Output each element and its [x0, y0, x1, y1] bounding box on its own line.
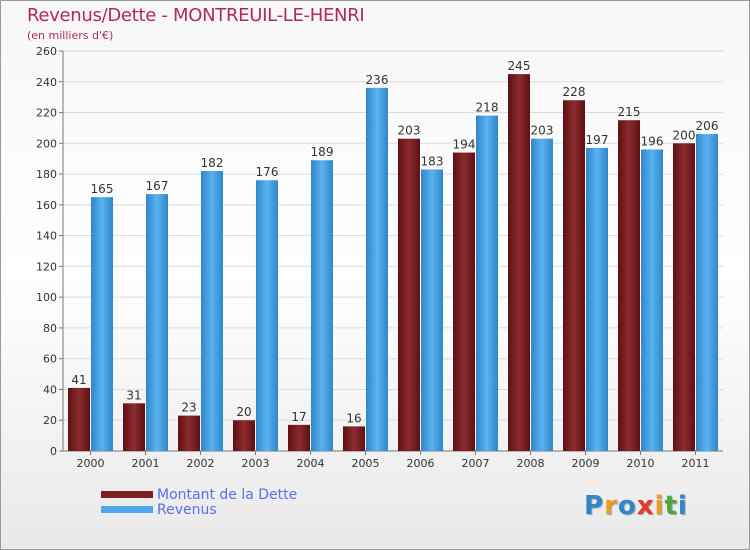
data-label-revenus: 182 — [201, 156, 224, 170]
data-label-dette: 194 — [453, 138, 476, 152]
x-tick-label: 2000 — [77, 457, 105, 470]
y-tick-label: 60 — [43, 353, 57, 366]
logo-letter: t — [664, 491, 678, 521]
bar-revenus — [146, 194, 168, 452]
data-label-revenus: 189 — [311, 145, 334, 159]
logo-letter: i — [654, 491, 665, 521]
bar-revenus — [696, 134, 718, 452]
legend-swatch-dette — [101, 491, 153, 498]
x-tick-label: 2003 — [242, 457, 270, 470]
data-label-dette: 200 — [673, 128, 696, 142]
data-label-dette: 41 — [71, 373, 86, 387]
data-label-revenus: 183 — [421, 154, 444, 168]
data-label-dette: 31 — [126, 388, 141, 402]
data-label-revenus: 203 — [531, 124, 554, 138]
data-label-revenus: 165 — [91, 182, 114, 196]
data-label-revenus: 167 — [146, 179, 169, 193]
x-tick-label: 2004 — [297, 457, 325, 470]
bar-revenus — [201, 171, 223, 451]
x-tick-label: 2010 — [627, 457, 655, 470]
y-tick-label: 80 — [43, 322, 57, 335]
legend-label-dette: Montant de la Dette — [157, 486, 298, 503]
y-tick-label: 260 — [36, 45, 57, 58]
proxiti-logo: Proxiti — [584, 491, 688, 521]
bar-revenus — [421, 169, 443, 451]
logo-letter: o — [617, 491, 637, 521]
x-tick-label: 2007 — [462, 457, 490, 470]
data-label-dette: 215 — [618, 105, 641, 119]
bar-revenus — [531, 138, 553, 451]
logo-letter: r — [604, 491, 618, 521]
x-tick-label: 2002 — [187, 457, 215, 470]
data-label-dette: 23 — [181, 401, 196, 415]
data-label-dette: 17 — [291, 410, 306, 424]
y-tick-label: 40 — [43, 383, 57, 396]
bar-revenus — [91, 197, 113, 451]
data-label-revenus: 206 — [696, 119, 719, 133]
bar-dette — [233, 420, 255, 451]
y-tick-label: 20 — [43, 414, 57, 427]
y-tick-label: 0 — [50, 445, 57, 458]
y-tick-label: 240 — [36, 76, 57, 89]
bar-revenus — [586, 147, 608, 451]
legend-item-revenus: Revenus — [101, 501, 297, 518]
x-tick-label: 2008 — [517, 457, 545, 470]
legend-swatch-revenus — [101, 506, 153, 513]
bar-dette — [618, 120, 640, 451]
chart-title: Revenus/Dette - MONTREUIL-LE-HENRI — [27, 5, 365, 26]
x-tick-label: 2001 — [132, 457, 160, 470]
data-label-revenus: 218 — [476, 101, 499, 115]
legend-label-revenus: Revenus — [157, 501, 217, 518]
bar-revenus — [256, 180, 278, 451]
bar-revenus — [476, 115, 498, 451]
data-label-revenus: 197 — [586, 133, 609, 147]
legend: Montant de la Dette Revenus — [101, 486, 298, 518]
data-label-revenus: 196 — [641, 134, 664, 148]
y-tick-label: 220 — [36, 107, 57, 120]
y-tick-label: 120 — [36, 260, 57, 273]
bar-revenus — [641, 149, 663, 451]
bar-dette — [398, 138, 420, 451]
y-tick-label: 100 — [36, 291, 57, 304]
x-tick-label: 2005 — [352, 457, 380, 470]
logo-letter: P — [584, 491, 605, 521]
data-label-dette: 203 — [398, 124, 421, 138]
y-tick-label: 160 — [36, 199, 57, 212]
bar-dette — [563, 100, 585, 451]
bar-dette — [343, 426, 365, 451]
bar-revenus — [366, 87, 388, 451]
bar-dette — [178, 415, 200, 451]
chart-subtitle: (en milliers d'€) — [27, 29, 114, 42]
data-label-dette: 20 — [236, 405, 251, 419]
bar-dette — [123, 403, 145, 451]
bar-revenus — [311, 160, 333, 451]
data-label-dette: 245 — [508, 59, 531, 73]
bar-dette — [288, 424, 310, 451]
y-tick-label: 140 — [36, 230, 57, 243]
y-tick-label: 200 — [36, 137, 57, 150]
bar-dette — [508, 74, 530, 452]
data-label-revenus: 236 — [366, 73, 389, 87]
bar-dette — [453, 152, 475, 452]
bar-dette — [673, 143, 695, 452]
data-label-dette: 228 — [563, 85, 586, 99]
x-tick-label: 2009 — [572, 457, 600, 470]
logo-letter: x — [636, 491, 655, 521]
bar-dette — [68, 387, 90, 451]
data-label-revenus: 176 — [256, 165, 279, 179]
data-label-dette: 16 — [346, 411, 361, 425]
logo-letter: i — [677, 491, 688, 521]
y-tick-label: 180 — [36, 168, 57, 181]
legend-item-dette: Montant de la Dette — [101, 486, 298, 503]
x-tick-label: 2011 — [682, 457, 710, 470]
x-tick-label: 2006 — [407, 457, 435, 470]
